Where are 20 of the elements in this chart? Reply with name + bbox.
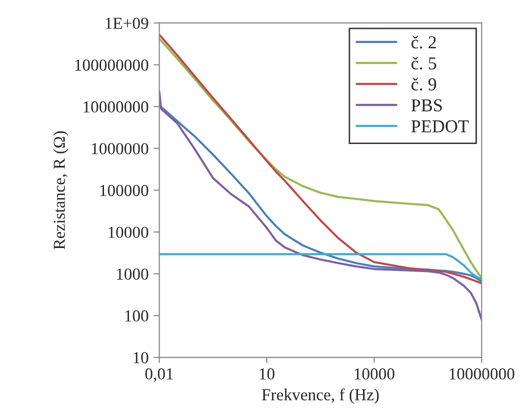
y-axis-title: Rezistance, R (Ω) [53,131,68,250]
x-axis-title: Frekvence, f (Hz) [262,388,379,404]
y-tick-label: 10000 [108,226,148,238]
y-tick-label: 100000000 [75,59,148,71]
y-tick-label: 1E+09 [106,18,148,29]
y-tick-label: 100000 [100,184,148,196]
y-tick-label: 1000000 [92,143,148,154]
x-tick-label: 10000 [354,368,394,380]
x-tick-label: 10 [260,368,274,380]
legend-label: PBS [411,99,442,112]
y-tick-label: 100 [125,310,148,322]
x-tick-label: 0,01 [145,368,173,382]
legend-label: č. 5 [411,56,436,70]
y-tick-label: 1000 [117,268,148,280]
y-tick-label: 10000000 [84,101,148,113]
legend-label: PEDOT [411,120,469,132]
legend-label: č. 2 [411,36,436,49]
y-tick-label: 10 [134,352,148,364]
x-tick-label: 10000000 [450,368,514,380]
legend-label: č. 9 [411,78,436,91]
